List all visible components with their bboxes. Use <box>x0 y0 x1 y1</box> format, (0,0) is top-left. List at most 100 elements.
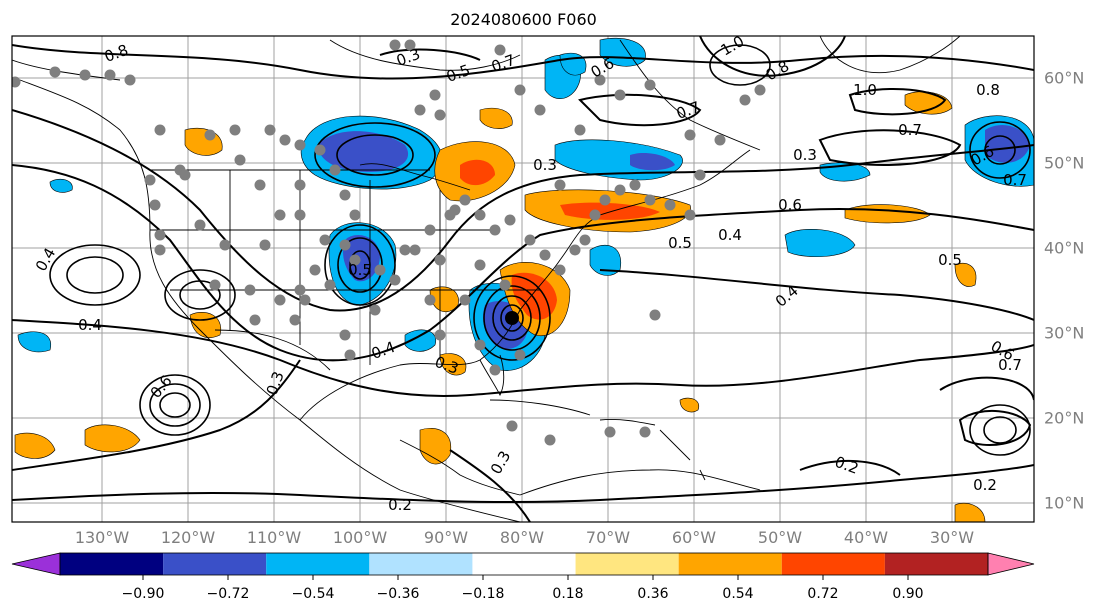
latitude-label: 50°N <box>1044 153 1085 173</box>
contour-05 <box>12 464 1034 504</box>
longitude-label: 100°W <box>332 528 388 547</box>
south-america <box>519 469 761 496</box>
contour-label: 0.6 <box>778 196 802 214</box>
station-dot <box>179 169 191 181</box>
station-dot <box>429 89 441 101</box>
station-dot <box>499 279 511 291</box>
station-dot <box>234 154 246 166</box>
station-dot <box>249 314 261 326</box>
station-dot <box>459 294 471 306</box>
station-dot <box>449 204 461 216</box>
station-dot <box>344 349 356 361</box>
station-dot <box>349 254 361 266</box>
station-dot <box>524 234 536 246</box>
colorbar-tick-label: 0.36 <box>637 586 669 602</box>
colorbar-outline <box>59 552 989 576</box>
station-dot <box>644 194 656 206</box>
station-dot <box>539 249 551 261</box>
contour-label: 1.0 <box>853 81 877 99</box>
ring-pacific-b1 <box>49 244 141 306</box>
alaska <box>12 59 121 81</box>
contour-label: 0.2 <box>388 496 412 514</box>
longitude-label: 110°W <box>246 528 302 547</box>
contour-label: 0.5 <box>444 61 473 86</box>
station-dot <box>104 69 116 81</box>
colorbar-tick-label: −0.54 <box>291 586 335 602</box>
station-dot <box>279 134 291 146</box>
station-dot <box>329 164 341 176</box>
contour-label: 0.8 <box>976 81 1000 99</box>
station-dot <box>294 139 306 151</box>
station-dot <box>474 259 486 271</box>
station-dot <box>754 84 766 96</box>
station-dot <box>599 194 611 206</box>
contour-label: 0.4 <box>369 338 398 363</box>
station-dot <box>339 329 351 341</box>
latitude-label: 10°N <box>1044 493 1085 513</box>
longitude-label: 50°W <box>757 528 803 547</box>
station-dot <box>299 294 311 306</box>
contour-01 <box>12 44 1034 80</box>
station-dot <box>579 234 591 246</box>
ring-atlantic-e2 <box>984 135 1016 165</box>
station-dot <box>594 74 606 86</box>
contour-09 <box>848 88 947 116</box>
neg-patch-east <box>589 244 622 276</box>
contour-label: 0.3 <box>793 146 817 164</box>
pos-patch-mainland-east-core <box>460 159 495 186</box>
station-dot <box>399 244 411 256</box>
latitude-label: 20°N <box>1044 408 1085 428</box>
station-dot <box>554 264 566 276</box>
station-dot <box>324 279 336 291</box>
station-dot <box>219 239 231 251</box>
station-dot <box>309 264 321 276</box>
station-dot <box>554 179 566 191</box>
station-dot <box>434 254 446 266</box>
station-dot <box>649 309 661 321</box>
colorbar-bin <box>781 553 885 575</box>
station-dot <box>506 420 518 432</box>
caribbean-islands <box>659 429 706 481</box>
station-dot <box>294 209 306 221</box>
shaded-anomaly-patches <box>14 37 1034 522</box>
colorbar-bin <box>575 553 679 575</box>
station-dot <box>589 209 601 221</box>
station-dot <box>614 184 626 196</box>
station-dot <box>534 104 546 116</box>
contour-label: 0.2 <box>832 453 861 478</box>
neg-patch-greatlakes-core <box>318 131 409 172</box>
contour-12 <box>939 376 1034 401</box>
hispaniola <box>599 419 656 426</box>
station-dot <box>604 426 616 438</box>
colorbar-tick-label: 0.18 <box>552 586 584 602</box>
contour-label: 0.5 <box>348 261 372 279</box>
longitude-label: 40°W <box>843 528 889 547</box>
contour-16 <box>449 449 531 522</box>
cuba <box>489 399 591 416</box>
station-dot <box>494 44 506 56</box>
station-dot <box>79 69 91 81</box>
longitude-label: 130°W <box>74 528 130 547</box>
neg-patch-midatlantic <box>784 229 856 257</box>
station-dot <box>414 104 426 116</box>
station-dot <box>409 244 421 256</box>
station-dot <box>229 124 241 136</box>
map-frame <box>11 35 1035 523</box>
station-dot <box>684 129 696 141</box>
contour-label: 0.5 <box>938 251 962 269</box>
contour-04 <box>12 319 1034 397</box>
station-dot <box>474 339 486 351</box>
ring-lakes2 <box>336 134 414 176</box>
station-dot <box>294 284 306 296</box>
station-dot <box>504 214 516 226</box>
labrador <box>619 39 761 151</box>
colorbar-tick-label: 0.90 <box>892 586 924 602</box>
station-dot <box>369 304 381 316</box>
ring-lakes1 <box>314 122 436 188</box>
longitude-label: 70°W <box>585 528 631 547</box>
coastlines <box>12 36 961 522</box>
station-dot <box>314 144 326 156</box>
ring-hurricane2 <box>483 285 541 351</box>
central-america <box>399 439 521 496</box>
